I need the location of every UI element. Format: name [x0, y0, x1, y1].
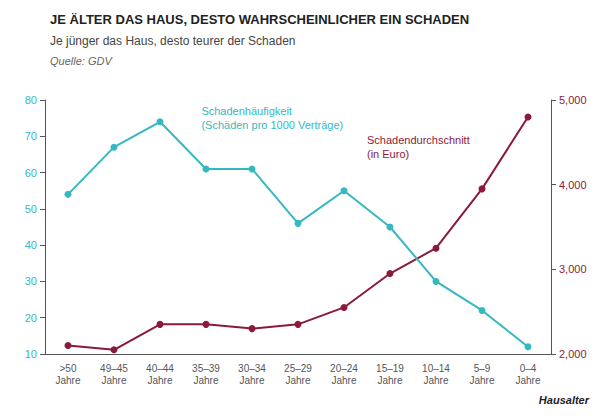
svg-text:50: 50 [25, 203, 37, 215]
svg-text:0–4: 0–4 [520, 363, 537, 374]
svg-text:Jahre: Jahre [147, 375, 172, 386]
svg-text:35–39: 35–39 [192, 363, 220, 374]
svg-text:25–29: 25–29 [284, 363, 312, 374]
svg-text:Schadenhäufigkeit: Schadenhäufigkeit [201, 105, 292, 117]
svg-text:Jahre: Jahre [423, 375, 448, 386]
svg-text:30–34: 30–34 [238, 363, 266, 374]
svg-text:20–24: 20–24 [330, 363, 358, 374]
svg-text:Je jünger das Haus, desto teur: Je jünger das Haus, desto teurer der Sch… [50, 34, 295, 48]
svg-text:Jahre: Jahre [515, 375, 540, 386]
svg-text:49–45: 49–45 [100, 363, 128, 374]
svg-text:Jahre: Jahre [469, 375, 494, 386]
svg-text:20: 20 [25, 312, 37, 324]
svg-text:JE ÄLTER DAS HAUS, DESTO WAHRS: JE ÄLTER DAS HAUS, DESTO WAHRSCHEINLICHE… [50, 12, 469, 27]
svg-text:Jahre: Jahre [331, 375, 356, 386]
svg-text:Jahre: Jahre [55, 375, 80, 386]
svg-text:70: 70 [25, 130, 37, 142]
svg-text:4,000: 4,000 [559, 179, 587, 191]
svg-text:(Schäden pro 1000 Verträge): (Schäden pro 1000 Verträge) [201, 119, 343, 131]
svg-text:10: 10 [25, 348, 37, 360]
svg-text:Jahre: Jahre [239, 375, 264, 386]
svg-text:Jahre: Jahre [377, 375, 402, 386]
svg-text:60: 60 [25, 167, 37, 179]
svg-text:2,000: 2,000 [559, 348, 587, 360]
svg-text:Schadendurchschnitt: Schadendurchschnitt [367, 134, 470, 146]
svg-text:80: 80 [25, 94, 37, 106]
svg-text:10–14: 10–14 [422, 363, 450, 374]
svg-text:40–44: 40–44 [146, 363, 174, 374]
svg-text:40: 40 [25, 239, 37, 251]
svg-text:Quelle: GDV: Quelle: GDV [50, 55, 113, 67]
svg-text:30: 30 [25, 275, 37, 287]
svg-text:Jahre: Jahre [285, 375, 310, 386]
svg-text:5–9: 5–9 [474, 363, 491, 374]
svg-text:Jahre: Jahre [101, 375, 126, 386]
svg-text:Jahre: Jahre [193, 375, 218, 386]
svg-text:Hausalter: Hausalter [539, 394, 590, 406]
svg-text:(in Euro): (in Euro) [367, 148, 409, 160]
svg-text:5,000: 5,000 [559, 94, 587, 106]
svg-text:15–19: 15–19 [376, 363, 404, 374]
svg-text:3,000: 3,000 [559, 263, 587, 275]
svg-text:>50: >50 [60, 363, 77, 374]
